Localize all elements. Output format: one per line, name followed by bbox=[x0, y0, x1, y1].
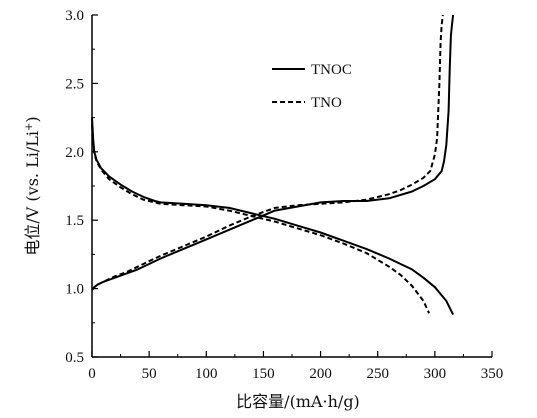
legend: TNOC TNO bbox=[272, 62, 352, 111]
x-tick-label: 300 bbox=[424, 366, 447, 382]
y-tick-label: 2.0 bbox=[65, 145, 84, 161]
series-line-tnoc-1 bbox=[91, 117, 454, 316]
y-axis-title-main: 电位/V (vs. Li/Li bbox=[23, 131, 42, 256]
y-tick-label: 2.5 bbox=[65, 76, 84, 92]
y-tick-label: 3.0 bbox=[65, 8, 84, 24]
axes-layer: 0 50 100 150 200 250 300 350 0.5 1.0 1.5 2.0 2.5 3.0 bbox=[65, 8, 503, 382]
x-tick-label: 200 bbox=[309, 366, 332, 382]
legend-label-tnoc: TNOC bbox=[311, 62, 352, 78]
series-line-tnoc-0 bbox=[91, 14, 455, 291]
series-line-tno-1 bbox=[91, 124, 431, 314]
y-tick-label: 1.0 bbox=[65, 282, 84, 298]
x-tick-label: 0 bbox=[88, 366, 96, 382]
x-tick-label: 100 bbox=[195, 366, 218, 382]
x-tick-label: 250 bbox=[366, 366, 389, 382]
y-axis-title-sup: + bbox=[24, 123, 35, 131]
series-line-tno-0 bbox=[91, 14, 444, 291]
y-axis-title: 电位/V (vs. Li/Li+) bbox=[23, 116, 42, 255]
plot-lines bbox=[91, 14, 455, 316]
x-tick-label: 150 bbox=[252, 366, 275, 382]
x-tick-label: 50 bbox=[142, 366, 157, 382]
legend-label-tno: TNO bbox=[311, 95, 342, 111]
x-tick-label: 350 bbox=[481, 366, 504, 382]
x-axis-title: 比容量/(mA·h/g) bbox=[236, 392, 360, 411]
y-tick-label: 1.5 bbox=[65, 213, 84, 229]
y-axis-title-tail: ) bbox=[23, 116, 42, 122]
y-tick-label: 0.5 bbox=[65, 350, 84, 366]
